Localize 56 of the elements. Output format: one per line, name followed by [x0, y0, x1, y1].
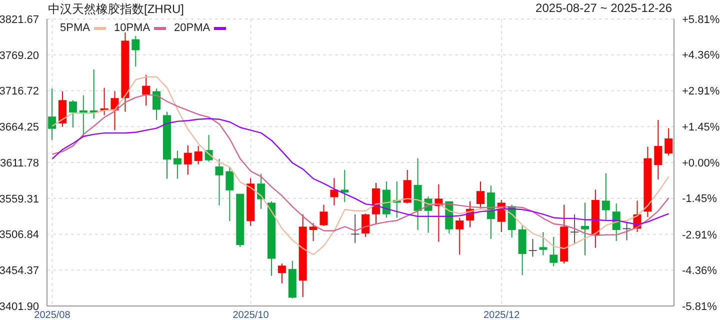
candlestick [539, 232, 548, 256]
candlestick [456, 217, 464, 256]
y-tick-label: 3506.84 [0, 229, 39, 242]
candlestick [622, 222, 632, 241]
candlestick [528, 238, 538, 258]
candlestick [278, 263, 286, 284]
candlestick [58, 90, 66, 128]
candlestick [257, 173, 266, 210]
chart-subtitle: 2025-08-27 ~ 2025-12-26 [536, 1, 672, 15]
x-tick-label: 2025/08 [34, 310, 71, 320]
candlestick [48, 88, 56, 140]
y2-tick-label: +2.91% [682, 86, 720, 98]
y2-tick-label: +5.81% [682, 14, 720, 26]
y2-tick-label: -4.36% [682, 265, 718, 278]
candlestick [194, 145, 202, 165]
chart-title: 中汉天然橡胶指数[ZHRU] [48, 1, 184, 18]
candlestick [68, 100, 77, 128]
legend-label: 10PMA [114, 22, 150, 34]
y-tick-label: 3716.72 [0, 86, 39, 98]
legend-label: 5PMA [60, 22, 90, 34]
candlestick [226, 166, 234, 222]
candlestick [132, 35, 140, 68]
x-tick-label: 2025/12 [483, 310, 520, 320]
y-tick-label: 3454.37 [0, 265, 39, 278]
x-tick-label: 2025/10 [232, 310, 270, 320]
y-tick-label: 3559.31 [0, 193, 39, 206]
y2-tick-label: +0.00% [682, 157, 720, 170]
legend-label: 20PMA [174, 22, 210, 34]
candlestick [173, 150, 182, 180]
y2-tick-label: -5.81% [682, 300, 718, 313]
candlestick [309, 222, 318, 242]
candlestick [184, 144, 192, 176]
y2-tick-label: +4.36% [682, 50, 720, 62]
candlestick [580, 202, 589, 256]
candlestick [142, 74, 150, 106]
candlestick [654, 119, 662, 180]
candlestick [550, 236, 558, 267]
y2-tick-label: -1.45% [682, 193, 718, 206]
y-tick-label: 3821.67 [0, 14, 39, 26]
candlestick [602, 172, 610, 220]
candlestick [330, 178, 338, 206]
candlestick [340, 169, 349, 203]
candlestick [350, 214, 360, 244]
candlestick [320, 204, 328, 226]
y2-tick-label: +1.45% [682, 122, 720, 134]
y-tick-label: 3611.78 [0, 157, 39, 170]
candlestick [403, 169, 412, 204]
candlestick [570, 214, 580, 245]
y2-tick-label: -2.91% [682, 229, 718, 242]
y-tick-label: 3769.20 [0, 50, 39, 62]
candlestick [664, 128, 673, 156]
candlestick [362, 213, 370, 238]
y-tick-label: 3664.25 [0, 122, 39, 134]
candlestick [215, 158, 224, 206]
candlestick [152, 88, 161, 120]
candlestick [476, 180, 484, 210]
